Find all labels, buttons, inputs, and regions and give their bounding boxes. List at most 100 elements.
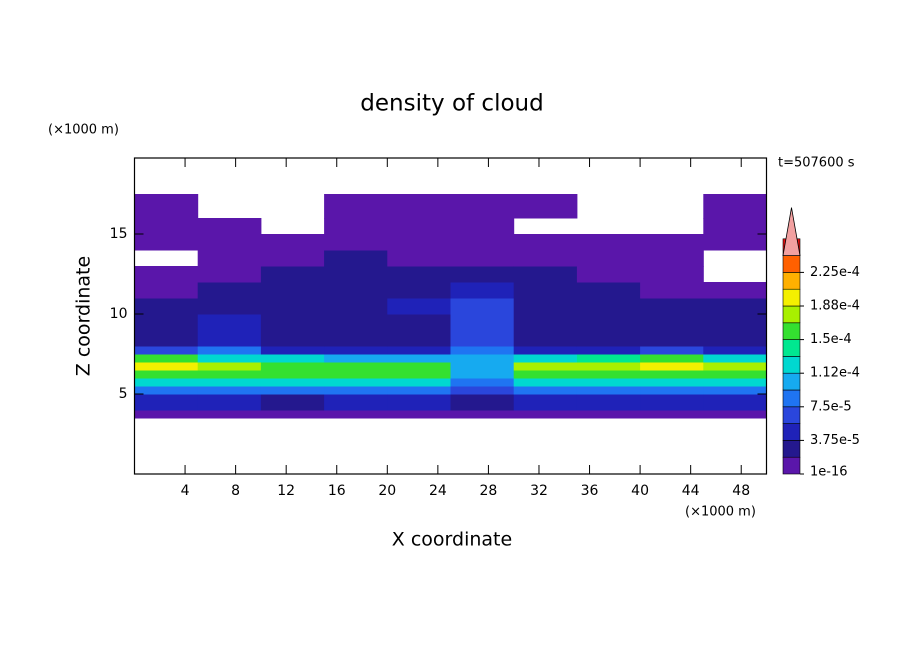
field-cell [640,354,704,363]
colorbar-label: 3.75e-5 [810,433,860,448]
field-cell [134,354,199,363]
field-cell [450,298,515,315]
field-cell [197,378,262,387]
field-cell [640,378,704,387]
field-cell [387,354,451,363]
field-cell [513,378,578,387]
colorbar-label: 7.5e-5 [810,399,852,414]
field-cell [387,370,451,379]
field-cell [134,266,199,283]
field-cell [134,330,199,347]
field-cell [324,386,388,395]
x-tick-label: 40 [631,483,649,499]
plot-frame [133,157,768,475]
field-cell [260,410,325,419]
field-cell [260,378,325,387]
x-tick-label: 24 [429,483,447,499]
field-cell [387,266,451,283]
field-cell [513,346,578,355]
x-tick-label: 44 [682,483,700,499]
field-cell [134,314,199,331]
field-cell [450,250,515,267]
field-cell [387,298,451,315]
y-unit: (×1000 m) [48,123,119,138]
field-cell [703,378,767,387]
field-cell [703,362,767,371]
field-cell [513,194,578,219]
field-cell [450,266,515,283]
field-cell [576,234,641,251]
field-cell [387,314,451,331]
field-cell [450,378,515,387]
field-cell [450,394,515,411]
field-cell [513,314,578,331]
field-cell [197,386,262,395]
colorbar-label: 1.5e-4 [810,332,852,347]
field-cell [387,394,451,411]
field-cell [387,282,451,299]
field-cell [576,378,641,387]
field-cell [324,346,388,355]
field-cell [134,218,199,235]
field-cell [513,394,578,411]
y-tick-label: 5 [119,386,128,402]
field-cell [577,218,641,235]
x-tick-label: 4 [181,483,190,499]
field-cell [260,234,325,251]
field-cell [640,370,704,379]
field-cell [513,370,578,379]
y-tick-label: 15 [110,226,128,242]
field-cell [324,362,388,371]
x-unit: (×1000 m) [685,505,756,520]
field-cell [450,362,515,371]
field-cell [450,314,515,331]
field-cell [703,298,767,315]
field-cell [197,394,262,411]
time-label: t=507600 s [778,156,855,171]
field-cell [640,194,704,219]
field-cell [260,362,325,371]
field-cell [134,410,199,419]
field-cell [703,346,767,355]
field-cell [387,250,451,267]
chart-title: density of cloud [360,91,543,117]
field-cell [135,250,199,267]
field-cell [576,370,641,379]
field-cell [197,298,262,315]
field-cell [324,234,388,251]
field-cell [134,370,199,379]
field-cell [576,266,641,283]
field-cell [450,234,515,251]
field-cell [197,330,262,347]
field-cell [450,282,515,299]
field-cell [198,194,262,219]
field-cell [703,194,767,219]
field-cell [324,354,388,363]
field-cell [513,282,578,299]
colorbar-extend [782,207,801,256]
field-cell [324,266,388,283]
colorbar-swatch [782,372,801,391]
field-cell [134,282,199,299]
field-cell [324,410,388,419]
field-cell [703,266,767,283]
x-tick-label: 12 [277,483,295,499]
field-cell [640,250,704,267]
field-cell [513,354,578,363]
field-cell [260,346,325,355]
field-cell [197,346,262,355]
field-cell [576,330,641,347]
field-cell [324,370,388,379]
field-cell [134,378,199,387]
field-cell [576,314,641,331]
field-cell [197,354,262,363]
field-cell [324,394,388,411]
field-cell [260,266,325,283]
field-cell [324,194,388,219]
colorbar-swatch [782,339,801,357]
field-cell [576,362,641,371]
field-cell [450,354,515,363]
field-cell [387,234,451,251]
field-cell [197,314,262,331]
field-cell [324,314,388,331]
